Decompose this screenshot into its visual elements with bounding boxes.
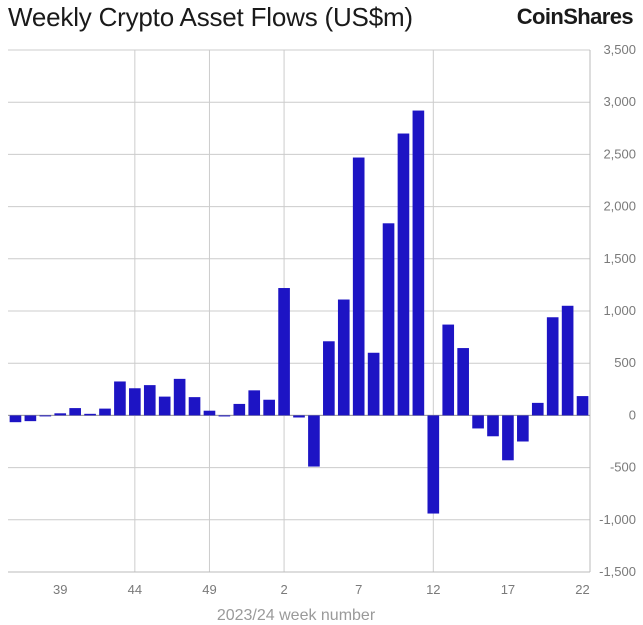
y-tick-label: 1,500 bbox=[603, 251, 636, 266]
bar-week-10 bbox=[397, 133, 410, 416]
bar-week-11 bbox=[412, 110, 425, 416]
bar-week-13 bbox=[442, 324, 455, 416]
bar-week-48 bbox=[188, 397, 201, 416]
bar-week-43 bbox=[114, 381, 126, 416]
y-tick-label: 3,500 bbox=[603, 42, 636, 57]
bar-week-41 bbox=[84, 413, 96, 416]
bar-week-19 bbox=[531, 402, 544, 416]
brand-logo: CoinShares bbox=[516, 4, 634, 29]
x-tick-label: 39 bbox=[53, 582, 67, 597]
y-tick-label: -1,500 bbox=[599, 564, 636, 579]
x-tick-label: 22 bbox=[575, 582, 589, 597]
y-tick-label: 0 bbox=[629, 407, 636, 422]
bar-week-44 bbox=[129, 388, 141, 416]
x-tick-label: 49 bbox=[202, 582, 216, 597]
bar-week-49 bbox=[203, 410, 216, 416]
bar-week-6 bbox=[337, 299, 350, 416]
y-tick-label: -1,000 bbox=[599, 512, 636, 527]
bar-week-18 bbox=[517, 415, 529, 442]
bar-week-51 bbox=[233, 403, 246, 416]
bar-week-7 bbox=[352, 157, 365, 416]
x-tick-label: 12 bbox=[426, 582, 440, 597]
bar-week-50 bbox=[218, 415, 231, 417]
y-tick-label: 1,000 bbox=[603, 303, 636, 318]
y-tick-label: 2,500 bbox=[603, 146, 636, 161]
chart-title: Weekly Crypto Asset Flows (US$m) bbox=[8, 2, 413, 32]
bar-week-4 bbox=[308, 415, 320, 467]
bar-week-15 bbox=[472, 415, 484, 429]
bar-week-2 bbox=[278, 288, 290, 416]
bar-week-22 bbox=[576, 396, 589, 416]
x-tick-label: 17 bbox=[501, 582, 515, 597]
bar-week-21 bbox=[561, 305, 574, 416]
bar-week-40 bbox=[69, 408, 81, 416]
y-tick-label: 3,000 bbox=[603, 94, 636, 109]
bar-week-42 bbox=[99, 408, 111, 416]
y-tick-label: -500 bbox=[610, 460, 636, 475]
y-tick-label: 500 bbox=[614, 355, 636, 370]
x-tick-label: 2 bbox=[280, 582, 287, 597]
bar-week-39 bbox=[54, 413, 67, 416]
bar-week-38 bbox=[39, 415, 52, 417]
bar-week-46 bbox=[158, 396, 171, 416]
bar-week-36 bbox=[9, 415, 22, 423]
axis-layer: 3,500 3,000 2,500 2,000 1,500 1,000 500 0 -500 -1… bbox=[53, 42, 636, 597]
bar-week-37 bbox=[24, 415, 37, 422]
bar-week-1 bbox=[263, 399, 275, 416]
bar-week-9 bbox=[382, 223, 395, 416]
y-tick-label: 2,000 bbox=[603, 199, 636, 214]
grid-layer bbox=[8, 49, 591, 573]
bar-week-5 bbox=[323, 341, 335, 416]
bar-week-8 bbox=[367, 352, 380, 416]
bar-week-17 bbox=[502, 415, 514, 461]
bar-week-12 bbox=[427, 415, 440, 514]
x-axis-label: 2023/24 week number bbox=[217, 607, 376, 624]
bar-week-16 bbox=[487, 415, 499, 437]
bar-week-3 bbox=[293, 415, 305, 418]
bar-week-47 bbox=[173, 378, 186, 416]
bars-layer bbox=[9, 110, 589, 514]
bar-week-20 bbox=[546, 317, 559, 416]
x-tick-label: 7 bbox=[355, 582, 362, 597]
bar-week-14 bbox=[457, 348, 469, 416]
bar-week-45 bbox=[143, 385, 156, 416]
bar-week-52 bbox=[248, 390, 261, 416]
x-tick-label: 44 bbox=[128, 582, 142, 597]
